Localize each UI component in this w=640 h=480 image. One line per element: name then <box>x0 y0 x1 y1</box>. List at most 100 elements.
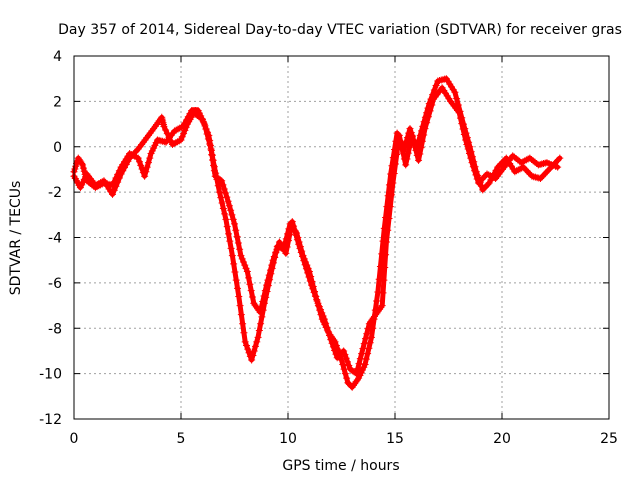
data-point-marker <box>258 313 266 321</box>
data-point-marker <box>251 342 259 350</box>
data-point-marker <box>235 292 243 300</box>
data-point-marker <box>394 133 402 141</box>
data-point-marker <box>310 288 318 296</box>
data-point-marker <box>135 158 143 166</box>
data-point-marker <box>430 86 438 94</box>
data-point-marker <box>377 303 385 311</box>
data-point-marker <box>480 174 488 182</box>
data-point-marker <box>137 161 145 169</box>
data-point-marker <box>370 312 378 320</box>
data-point-marker <box>380 224 388 232</box>
data-point-marker <box>417 144 425 152</box>
data-point-marker <box>352 370 360 378</box>
data-point-marker <box>331 346 339 354</box>
data-point-marker <box>236 302 244 310</box>
data-point-marker <box>177 123 185 131</box>
data-point-marker <box>398 143 406 151</box>
data-point-marker <box>242 264 250 272</box>
data-point-marker <box>243 268 251 276</box>
data-point-marker <box>334 345 342 353</box>
data-point-marker <box>474 179 482 187</box>
data-point-marker <box>352 378 360 386</box>
data-point-marker <box>329 343 337 351</box>
data-point-marker <box>332 341 340 349</box>
data-point-marker <box>486 172 494 180</box>
x-tick-label: 25 <box>600 431 618 447</box>
data-point-marker <box>364 325 372 333</box>
data-point-marker <box>372 311 380 319</box>
data-point-marker <box>521 157 529 165</box>
data-point-marker <box>408 131 416 139</box>
data-point-marker <box>483 170 491 178</box>
data-point-marker <box>295 240 303 248</box>
data-point-marker <box>256 308 264 316</box>
data-point-marker <box>338 356 345 364</box>
data-point-marker <box>228 211 236 219</box>
data-point-marker <box>251 301 259 309</box>
x-axis-label: GPS time / hours <box>282 458 399 474</box>
data-point-marker <box>250 347 258 355</box>
data-point-marker <box>247 287 255 295</box>
data-point-marker <box>556 154 564 162</box>
data-point-marker <box>318 309 326 317</box>
data-point-marker <box>143 163 151 171</box>
data-point-marker <box>540 171 548 179</box>
data-point-marker <box>343 374 351 382</box>
data-point-marker <box>467 154 475 162</box>
data-point-marker <box>249 351 257 359</box>
data-point-marker <box>423 119 431 127</box>
x-tick-label: 5 <box>177 431 186 447</box>
data-point-marker <box>373 309 381 317</box>
series-line-trace-a <box>71 76 563 390</box>
data-point-marker <box>262 293 270 301</box>
data-point-marker <box>317 306 325 314</box>
data-point-marker <box>414 140 422 148</box>
data-point-marker <box>485 171 493 179</box>
data-point-marker <box>112 174 120 182</box>
data-point-marker <box>184 113 192 121</box>
data-point-marker <box>358 350 366 358</box>
data-point-marker <box>210 161 218 169</box>
data-point-marker <box>131 152 139 160</box>
data-point-marker <box>180 130 188 138</box>
data-point-marker <box>206 140 214 148</box>
data-point-marker <box>420 131 428 139</box>
data-point-marker <box>132 147 140 155</box>
data-point-marker <box>297 248 305 256</box>
data-point-marker <box>208 150 216 158</box>
data-point-marker <box>353 376 361 384</box>
data-point-marker <box>202 125 210 133</box>
data-point-marker <box>272 249 280 257</box>
y-tick-label: 0 <box>53 140 62 156</box>
data-point-marker <box>234 239 242 247</box>
data-point-marker <box>209 156 217 164</box>
data-point-marker <box>95 182 103 190</box>
data-point-marker <box>151 122 159 130</box>
data-point-marker <box>375 275 383 283</box>
data-point-marker <box>390 170 398 178</box>
data-point-marker <box>114 170 122 178</box>
data-point-marker <box>232 226 240 234</box>
x-tick-label: 15 <box>386 431 404 447</box>
data-point-marker <box>203 130 211 138</box>
data-point-marker <box>224 197 232 205</box>
data-point-marker <box>225 230 233 238</box>
data-point-marker <box>359 345 367 353</box>
data-point-marker <box>241 261 249 269</box>
data-point-marker <box>519 158 527 166</box>
data-point-marker <box>378 302 386 310</box>
data-point-marker <box>374 288 382 296</box>
data-point-marker <box>290 222 298 230</box>
data-point-marker <box>81 170 89 178</box>
data-point-marker <box>403 134 411 142</box>
data-point-marker <box>495 161 503 169</box>
data-point-marker <box>331 338 339 346</box>
data-point-marker <box>220 185 228 193</box>
data-point-marker <box>228 252 236 260</box>
data-point-marker <box>160 122 168 130</box>
data-point-marker <box>175 137 183 145</box>
data-point-marker <box>513 167 521 175</box>
data-point-marker <box>127 150 135 158</box>
y-tick-label: -6 <box>48 276 62 292</box>
data-point-marker <box>354 365 362 373</box>
